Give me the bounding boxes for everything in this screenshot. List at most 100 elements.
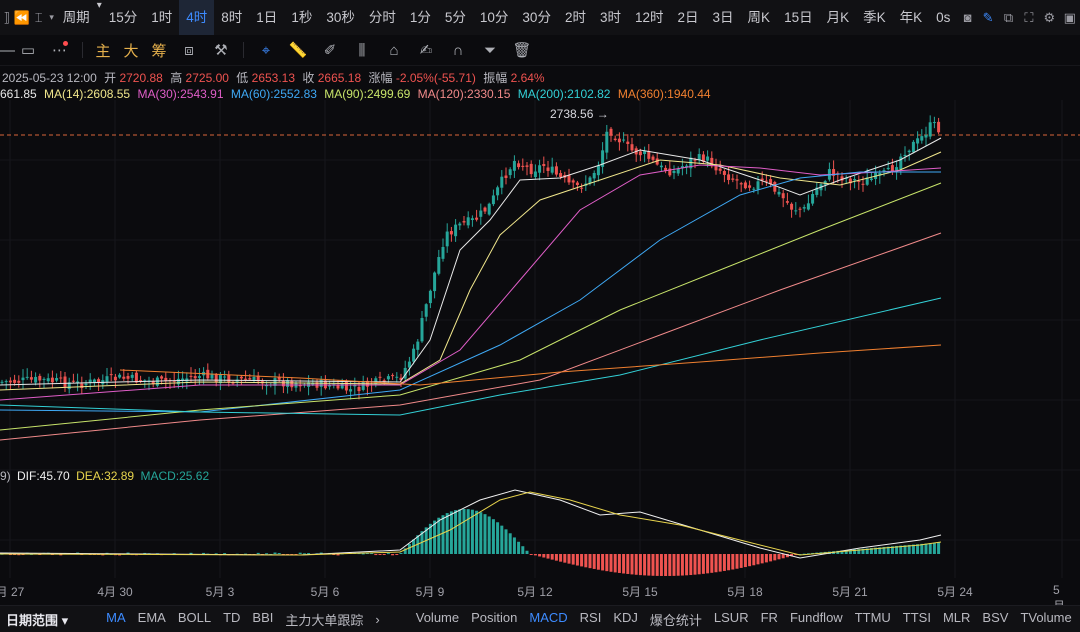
interval-4[interactable]: 8时 — [221, 10, 243, 25]
candle-body — [802, 207, 806, 209]
sub-tab-10[interactable]: TTSI — [902, 609, 931, 625]
interval-19[interactable]: 15日 — [784, 10, 813, 25]
macd-bar — [412, 539, 416, 554]
layout-icon[interactable]: ▣ — [1063, 10, 1076, 25]
interval-0[interactable]: 周期 — [62, 10, 90, 25]
candle-body — [328, 385, 332, 387]
macd-bar — [680, 554, 684, 576]
main-tab-2[interactable]: BOLL — [177, 609, 212, 625]
candle-body — [676, 168, 680, 174]
sub-tab-6[interactable]: LSUR — [713, 609, 749, 625]
interval-7[interactable]: 30秒 — [326, 10, 355, 25]
main-tab-5[interactable]: 主力大单跟踪 — [285, 612, 364, 628]
macd-bar — [790, 554, 794, 557]
sub-tab-7[interactable]: FR — [760, 609, 778, 625]
cursor-tool-icon[interactable]: ⌖ — [261, 41, 271, 59]
settings-icon[interactable]: ⚙ — [1043, 10, 1056, 25]
x-tick-label: 5月 21 — [832, 585, 868, 599]
chart-type-icon[interactable]: ⌶ — [34, 10, 43, 25]
interval-20[interactable]: 月K — [826, 10, 850, 25]
interval-21[interactable]: 季K — [863, 10, 886, 25]
panel-toggle-icon[interactable]: ⟧ — [3, 10, 11, 25]
sub-tab-9[interactable]: TTMU — [854, 609, 891, 625]
candle-body — [525, 165, 529, 167]
interval-6[interactable]: 1秒 — [291, 10, 313, 25]
interval-22[interactable]: 年K — [899, 10, 923, 25]
lock-icon[interactable]: ⌂ — [389, 41, 399, 59]
sub-tab-13[interactable]: TVolume — [1020, 609, 1072, 625]
interval-11[interactable]: 10分 — [479, 10, 509, 25]
sub-tab-0[interactable]: Volume — [415, 609, 460, 625]
interval-2[interactable]: 1时 — [151, 10, 173, 25]
brush-icon[interactable]: ✐ — [323, 42, 337, 59]
sub-tab-1[interactable]: Position — [471, 609, 518, 625]
fullscreen-icon[interactable]: ⛶ — [1024, 10, 1034, 25]
note-icon[interactable]: ✍ — [419, 42, 433, 59]
x-tick-label: 5月 9 — [415, 585, 445, 599]
interval-16[interactable]: 2日 — [677, 10, 699, 25]
trash-icon[interactable]: 🗑 — [512, 42, 532, 59]
interval-18[interactable]: 周K — [747, 10, 771, 25]
candle-body — [517, 163, 521, 168]
price-chart[interactable] — [0, 0, 1080, 605]
interval-15[interactable]: 12时 — [634, 10, 664, 25]
interval-17[interactable]: 3日 — [712, 10, 734, 25]
indicator-main-button[interactable]: 主 — [95, 42, 111, 60]
candle-body — [13, 379, 17, 383]
date-range-button[interactable]: 日期范围 ▾ — [6, 612, 69, 628]
candle-body — [504, 175, 508, 178]
filter-icon[interactable]: ⏷ — [483, 41, 496, 59]
interval-9[interactable]: 1分 — [409, 10, 431, 25]
interval-8[interactable]: 分时 — [368, 10, 396, 25]
interval-12[interactable]: 30分 — [522, 10, 551, 25]
ruler-icon[interactable]: 📏 — [288, 42, 308, 59]
sub-tab-2[interactable]: MACD — [529, 609, 568, 625]
candle-body — [760, 178, 764, 181]
magnet-icon[interactable]: ∩ — [452, 41, 464, 59]
sub-tab-12[interactable]: BSV — [982, 609, 1009, 625]
pen-icon[interactable]: ✎ — [982, 10, 994, 25]
interval-1[interactable]: 15分 — [108, 10, 138, 25]
popout-icon[interactable]: ⧉ — [1003, 10, 1014, 25]
line-tool-icon[interactable]: — — [0, 41, 15, 59]
macd-bar — [655, 554, 659, 576]
more-tools-icon[interactable]: ⋯ — [52, 41, 68, 59]
main-tab-0[interactable]: MA — [106, 609, 126, 625]
interval-14[interactable]: 3时 — [599, 10, 621, 25]
high-value: 2725.00 — [185, 71, 229, 85]
candle-body — [743, 182, 747, 189]
dropdown-icon[interactable]: ▾ — [49, 12, 54, 22]
candle-tool-icon[interactable]: ⫼ — [358, 41, 366, 59]
x-tick-label: 5月 3 — [205, 585, 235, 599]
macd-bar — [512, 537, 516, 554]
close-label: 收 — [302, 71, 315, 85]
sub-tab-5[interactable]: 爆仓统计 — [649, 612, 702, 628]
macd-bar — [874, 547, 878, 554]
indicator-big-button[interactable]: 大 — [123, 42, 139, 60]
rewind-icon[interactable]: ⏪ — [13, 10, 30, 25]
candle-body — [764, 180, 768, 182]
interval-3[interactable]: 4时 — [179, 0, 215, 35]
compare-icon[interactable]: ⧈ — [184, 41, 194, 59]
candle-body — [727, 174, 731, 180]
main-tab-3[interactable]: TD — [223, 609, 241, 625]
interval-5[interactable]: 1日 — [256, 10, 278, 25]
macd-bar — [580, 554, 584, 567]
camera-icon[interactable]: ◙ — [963, 10, 972, 25]
interval-13[interactable]: 2时 — [564, 10, 586, 25]
sub-tab-8[interactable]: Fundflow — [789, 609, 843, 625]
interval-10[interactable]: 5分 — [444, 10, 466, 25]
macd-bar — [601, 554, 605, 571]
main-tab-4[interactable]: BBI — [252, 609, 274, 625]
high-marker: 2738.56 → — [550, 107, 609, 121]
macd-bar — [659, 554, 663, 576]
main-tabs-more-icon[interactable]: › — [375, 611, 380, 627]
edit-tools-icon[interactable]: ⚒ — [214, 42, 228, 59]
candle-body — [571, 180, 575, 183]
sub-tab-4[interactable]: KDJ — [613, 609, 638, 625]
main-tab-1[interactable]: EMA — [137, 609, 166, 625]
indicator-chips-button[interactable]: 筹 — [151, 42, 167, 60]
rectangle-tool-icon[interactable]: ▭ — [20, 42, 36, 59]
sub-tab-11[interactable]: MLR — [942, 609, 971, 625]
sub-tab-3[interactable]: RSI — [579, 609, 602, 625]
